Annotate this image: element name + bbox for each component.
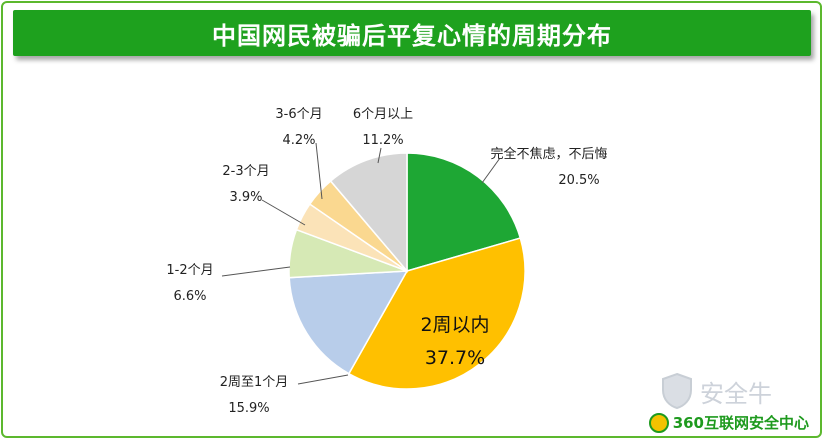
logo-icon [648,412,669,433]
slice-category-label: 2-3个月 [222,164,269,179]
chart-title: 中国网民被骗后平复心情的周期分布 [13,10,811,56]
brand-text: 360互联网安全中心 [672,414,809,432]
pie-slice [329,152,408,274]
slice-value-label: 37.7% [425,347,485,369]
leader-lines [221,142,501,385]
leader-line [297,374,349,385]
leader-line [481,157,501,184]
leader-line [261,199,306,226]
slice-category-label: 完全不焦虑，不后悔 [490,146,607,162]
watermark: 安全牛 [660,372,772,410]
watermark-text: 安全牛 [700,379,772,408]
slice-value-label: 20.5% [558,173,599,188]
leader-line [377,147,382,164]
slice-category-label: 2周以内 [420,314,489,336]
leader-line [315,142,323,200]
leader-line [221,266,291,277]
slice-category-label: 3-6个月 [275,107,322,122]
pie-slice [347,237,526,390]
slice-labels: 完全不焦虑，不后悔 20.5% 2周以内 37.7% 2周至1个月 15.9% 1-2个月 6… [166,107,607,416]
slice-category-label: 6个月以上 [353,107,413,122]
pie-slices [288,152,526,390]
slice-value-label: 15.9% [228,401,269,416]
slice-value-label: 4.2% [282,133,315,148]
slice-value-label: 11.2% [362,133,403,148]
slice-category-label: 2周至1个月 [220,375,289,390]
pie-slice [406,152,522,272]
brand-logo: 360互联网安全中心 [648,412,809,433]
slice-value-label: 6.6% [173,289,206,304]
shield-icon [662,372,692,410]
pie-slice [288,270,409,375]
slice-value-label: 3.9% [229,190,262,205]
slice-category-label: 1-2个月 [166,263,213,278]
